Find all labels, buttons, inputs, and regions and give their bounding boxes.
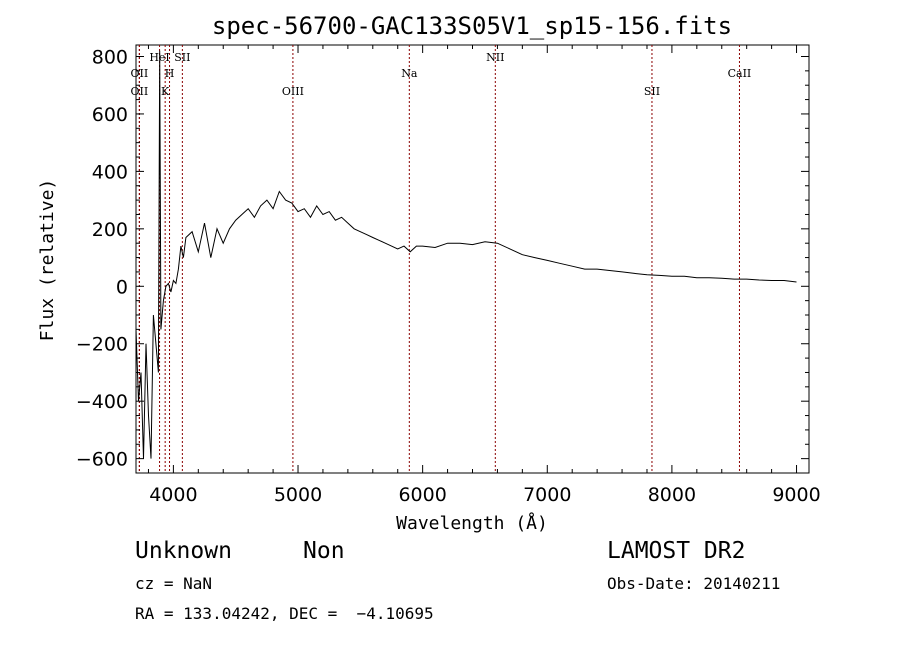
y-tick-label-7: 800	[92, 46, 128, 68]
y-axis-ticks: −600 −400 −200 0 200 400 600 800	[76, 46, 809, 471]
x-tick-label-3: 7000	[523, 484, 571, 506]
line-marker-label-5: SII	[174, 51, 190, 64]
x-tick-label-5: 9000	[772, 484, 820, 506]
line-marker-label-3: H	[165, 67, 175, 80]
line-marker-label-9: SII	[644, 85, 660, 98]
plot-frame	[135, 44, 810, 474]
redshift-readout: cz = NaN	[135, 574, 213, 593]
x-axis-ticks: 4000 5000 6000 7000 8000 9000	[147, 45, 821, 506]
line-marker-label-6: OIII	[282, 85, 304, 98]
line-marker-label-0: OII	[131, 67, 149, 80]
y-tick-label-1: −400	[76, 391, 128, 413]
y-tick-label-4: 200	[92, 219, 128, 241]
x-axis-label: Wavelength (Å)	[396, 512, 548, 534]
line-marker-label-8: NII	[486, 51, 504, 64]
line-marker-label-1: OII	[131, 85, 149, 98]
line-marker-label-10: CaII	[728, 67, 752, 80]
object-type: Unknown	[135, 538, 232, 564]
line-marker-label-7: Na	[401, 67, 418, 80]
object-subclass: Non	[303, 538, 345, 564]
y-tick-label-5: 400	[92, 161, 128, 183]
sky-coordinates: RA = 133.04242, DEC = −4.10695	[135, 604, 434, 623]
observation-date: Obs-Date: 20140211	[607, 574, 781, 593]
y-tick-label-2: −200	[76, 334, 128, 356]
x-tick-label-1: 5000	[274, 484, 322, 506]
y-axis-label: Flux (relative)	[37, 179, 58, 342]
x-tick-label-2: 6000	[398, 484, 446, 506]
x-tick-label-4: 8000	[648, 484, 696, 506]
spectral-line-markers	[138, 45, 740, 473]
line-marker-label-4: K	[161, 85, 170, 98]
y-tick-label-3: 0	[116, 276, 128, 298]
chart-title: spec-56700-GAC133S05V1_sp15-156.fits	[212, 12, 732, 40]
y-tick-label-6: 600	[92, 104, 128, 126]
x-tick-label-0: 4000	[149, 484, 197, 506]
survey-name: LAMOST DR2	[607, 538, 746, 564]
spectrum-series-line	[135, 50, 797, 459]
y-tick-label-0: −600	[76, 449, 128, 471]
